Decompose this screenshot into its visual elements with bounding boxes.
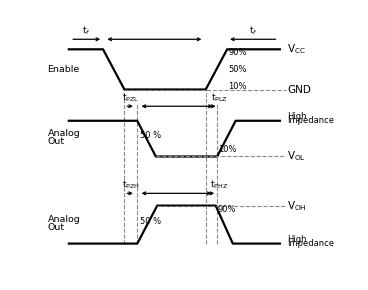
Text: Analog: Analog bbox=[47, 128, 80, 137]
Text: V$_{\mathsf{OL}}$: V$_{\mathsf{OL}}$ bbox=[287, 150, 306, 163]
Text: High: High bbox=[287, 235, 307, 244]
Text: GND: GND bbox=[287, 84, 311, 95]
Text: Out: Out bbox=[47, 137, 64, 146]
Text: t$_{\mathsf{PLZ}}$: t$_{\mathsf{PLZ}}$ bbox=[212, 91, 229, 104]
Text: V$_{\mathsf{OH}}$: V$_{\mathsf{OH}}$ bbox=[287, 199, 307, 213]
Text: t$_{\mathsf{PHZ}}$: t$_{\mathsf{PHZ}}$ bbox=[210, 178, 229, 191]
Text: t$_{\mathsf{PZH}}$: t$_{\mathsf{PZH}}$ bbox=[122, 178, 140, 191]
Text: t$_{\mathsf{PZL}}$: t$_{\mathsf{PZL}}$ bbox=[122, 91, 139, 104]
Text: Out: Out bbox=[47, 224, 64, 233]
Text: 10%: 10% bbox=[229, 82, 247, 91]
Text: t$_f$: t$_f$ bbox=[82, 24, 90, 37]
Text: 90%: 90% bbox=[229, 48, 247, 57]
Text: Impedance: Impedance bbox=[287, 116, 334, 125]
Text: Impedance: Impedance bbox=[287, 239, 334, 248]
Text: t$_f$: t$_f$ bbox=[249, 24, 258, 37]
Text: 50 %: 50 % bbox=[140, 131, 161, 140]
Text: Enable: Enable bbox=[47, 65, 80, 74]
Text: V$_{\mathsf{CC}}$: V$_{\mathsf{CC}}$ bbox=[287, 42, 306, 56]
Text: Analog: Analog bbox=[47, 215, 80, 224]
Text: High: High bbox=[287, 112, 307, 121]
Text: 50%: 50% bbox=[229, 65, 247, 74]
Text: 10%: 10% bbox=[219, 145, 237, 154]
Text: 50 %: 50 % bbox=[140, 217, 161, 226]
Text: 90%: 90% bbox=[217, 205, 236, 214]
